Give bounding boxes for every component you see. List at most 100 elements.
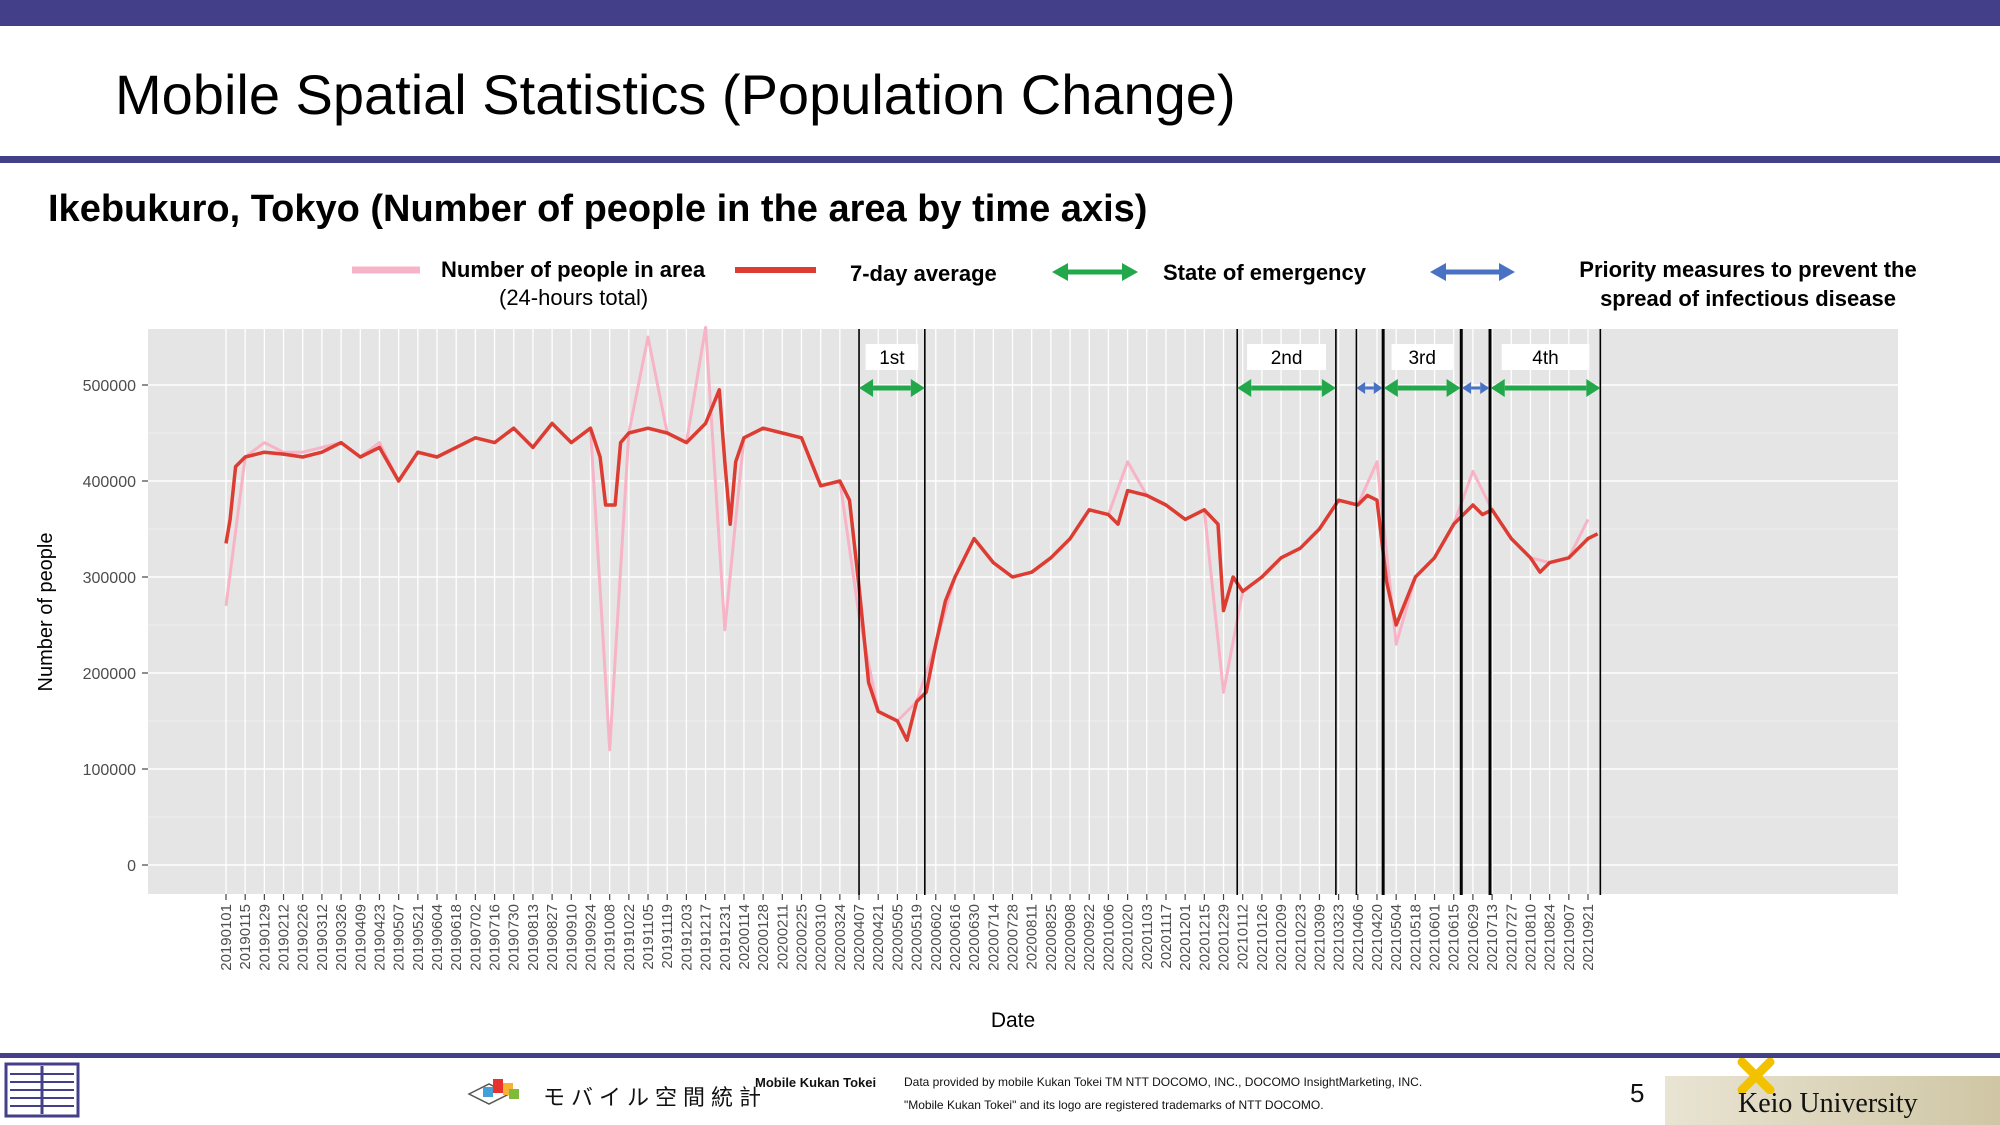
x-tick-label: 20210601 (1427, 904, 1444, 971)
x-tick-label: 20190702 (467, 904, 484, 971)
y-tick-label: 300000 (83, 570, 136, 587)
x-tick-label: 20190409 (352, 904, 369, 971)
emergency-period-arrow (859, 379, 925, 397)
x-tick-label: 20210629 (1465, 904, 1482, 971)
x-tick-label: 20190730 (506, 904, 523, 971)
x-tick-label: 20200407 (851, 904, 868, 971)
x-tick-label: 20190326 (333, 904, 350, 971)
x-tick-label: 20190618 (448, 904, 465, 971)
x-tick-label: 20210323 (1331, 904, 1348, 971)
y-axis: 0 100000 200000 300000 400000 500000 (83, 378, 148, 875)
x-tick-label: 20200908 (1062, 904, 1079, 971)
x-tick-label: 20210518 (1407, 904, 1424, 971)
footer-divider (0, 1053, 2000, 1058)
x-tick-label: 20210223 (1292, 904, 1309, 971)
x-tick-label: 20200922 (1081, 904, 1098, 971)
x-tick-label: 20201117 (1158, 904, 1175, 969)
x-tick-label: 20210824 (1542, 904, 1559, 971)
x-tick-label: 20200728 (1005, 904, 1022, 971)
x-tick-label: 20200602 (928, 904, 945, 971)
emergency-period-arrow (1490, 379, 1601, 397)
period-label: 4th (1532, 348, 1558, 369)
x-tick-label: 20190604 (429, 904, 446, 971)
seven-day-average-line (224, 388, 1599, 742)
x-tick-label: 20190521 (410, 904, 427, 971)
x-tick-label: 20201229 (1216, 904, 1233, 971)
x-tick-label: 20190716 (487, 904, 504, 971)
legend-daily-sublabel: (24-hours total) (499, 285, 648, 310)
x-tick-label: 20200324 (832, 904, 849, 971)
x-tick-label: 20210126 (1254, 904, 1271, 971)
x-tick-label: 20210504 (1388, 904, 1405, 971)
y-tick-label: 0 (127, 858, 136, 875)
x-tick-label: 20200519 (909, 904, 926, 971)
horizontal-gridlines (148, 384, 1898, 866)
x-tick-label: 20200225 (793, 904, 810, 971)
priority-period-arrow (1461, 382, 1490, 394)
x-tick-label: 20210810 (1522, 904, 1539, 971)
emergency-period-arrow (1237, 379, 1336, 397)
legend-priority-label-2: spread of infectious disease (1600, 286, 1896, 311)
y-tick-label: 400000 (83, 474, 136, 491)
footer-brand-name: Mobile Kukan Tokei (755, 1075, 877, 1090)
x-tick-label: 20200310 (813, 904, 830, 971)
x-tick-label: 20190910 (563, 904, 580, 971)
y-tick-label: 200000 (83, 666, 136, 683)
chart-legend: Number of people in area (24-hours total… (352, 257, 1917, 311)
x-tick-label: 20190129 (256, 904, 273, 971)
period-label-box (1501, 344, 1590, 370)
x-tick-label: 20190101 (218, 904, 235, 971)
legend-average-label: 7-day average (850, 261, 997, 286)
period-markers: 1st 2nd 3rd 4th (858, 329, 1602, 895)
legend-emergency-arrow (1052, 263, 1138, 281)
top-banner (0, 0, 2000, 26)
x-tick-label: 20201215 (1196, 904, 1213, 971)
footer-trademark-note: "Mobile Kukan Tokei" and its logo are re… (904, 1098, 1324, 1112)
legend-priority-arrow (1430, 263, 1515, 281)
x-tick-label: 20200128 (755, 904, 772, 971)
institute-logo (4, 1062, 80, 1118)
x-tick-label: 20210420 (1369, 904, 1386, 971)
x-tick-label: 20210727 (1503, 904, 1520, 971)
title-divider (0, 156, 2000, 163)
x-tick-label: 20191203 (678, 904, 695, 971)
x-tick-label: 20190423 (371, 904, 388, 971)
x-tick-label: 20191217 (698, 904, 715, 971)
mobile-kukan-tokei-logo-icon (467, 1079, 519, 1105)
legend-priority-label-1: Priority measures to prevent the (1579, 257, 1916, 282)
x-tick-label: 20191105 (640, 904, 657, 970)
x-tick-label: 20190924 (582, 904, 599, 971)
x-tick-label: 20191119 (659, 904, 676, 969)
x-tick-label: 20210907 (1561, 904, 1578, 971)
population-chart: Number of people in area (24-hours total… (35, 257, 1917, 1032)
x-tick-label: 20200630 (966, 904, 983, 971)
x-tick-label: 20201020 (1120, 904, 1137, 971)
x-tick-label: 20200825 (1043, 904, 1060, 971)
x-tick-label: 20210615 (1446, 904, 1463, 971)
x-tick-label: 20210209 (1273, 904, 1290, 971)
period-label: 3rd (1408, 348, 1435, 369)
x-tick-label: 20210713 (1484, 904, 1501, 971)
x-tick-label: 20210309 (1311, 904, 1328, 971)
y-tick-label: 100000 (83, 762, 136, 779)
x-tick-label: 20200616 (947, 904, 964, 971)
x-tick-label: 20190212 (276, 904, 293, 971)
x-tick-label: 20191008 (602, 904, 619, 971)
x-tick-label: 20200714 (985, 904, 1002, 971)
priority-period-arrow (1356, 382, 1383, 394)
university-name: Keio University (1738, 1088, 1918, 1119)
x-tick-label: 20201201 (1177, 904, 1194, 971)
x-tick-label: 20190813 (525, 904, 542, 971)
footer-data-credit: Data provided by mobile Kukan Tokei TM N… (904, 1075, 1423, 1089)
x-tick-label: 20210406 (1350, 904, 1367, 971)
period-label-box (865, 344, 919, 370)
chart-subtitle: Ikebukuro, Tokyo (Number of people in th… (48, 188, 1148, 230)
plot-panel (148, 329, 1898, 894)
x-tick-label: 20201103 (1139, 904, 1156, 970)
x-tick-label: 20200211 (774, 904, 791, 970)
legend-emergency-label: State of emergency (1163, 260, 1367, 285)
emergency-period-arrow (1383, 379, 1461, 397)
x-tick-label: 20200114 (736, 904, 753, 970)
x-tick-label: 20190827 (544, 904, 561, 971)
university-logo: Keio University (1665, 1058, 2000, 1125)
